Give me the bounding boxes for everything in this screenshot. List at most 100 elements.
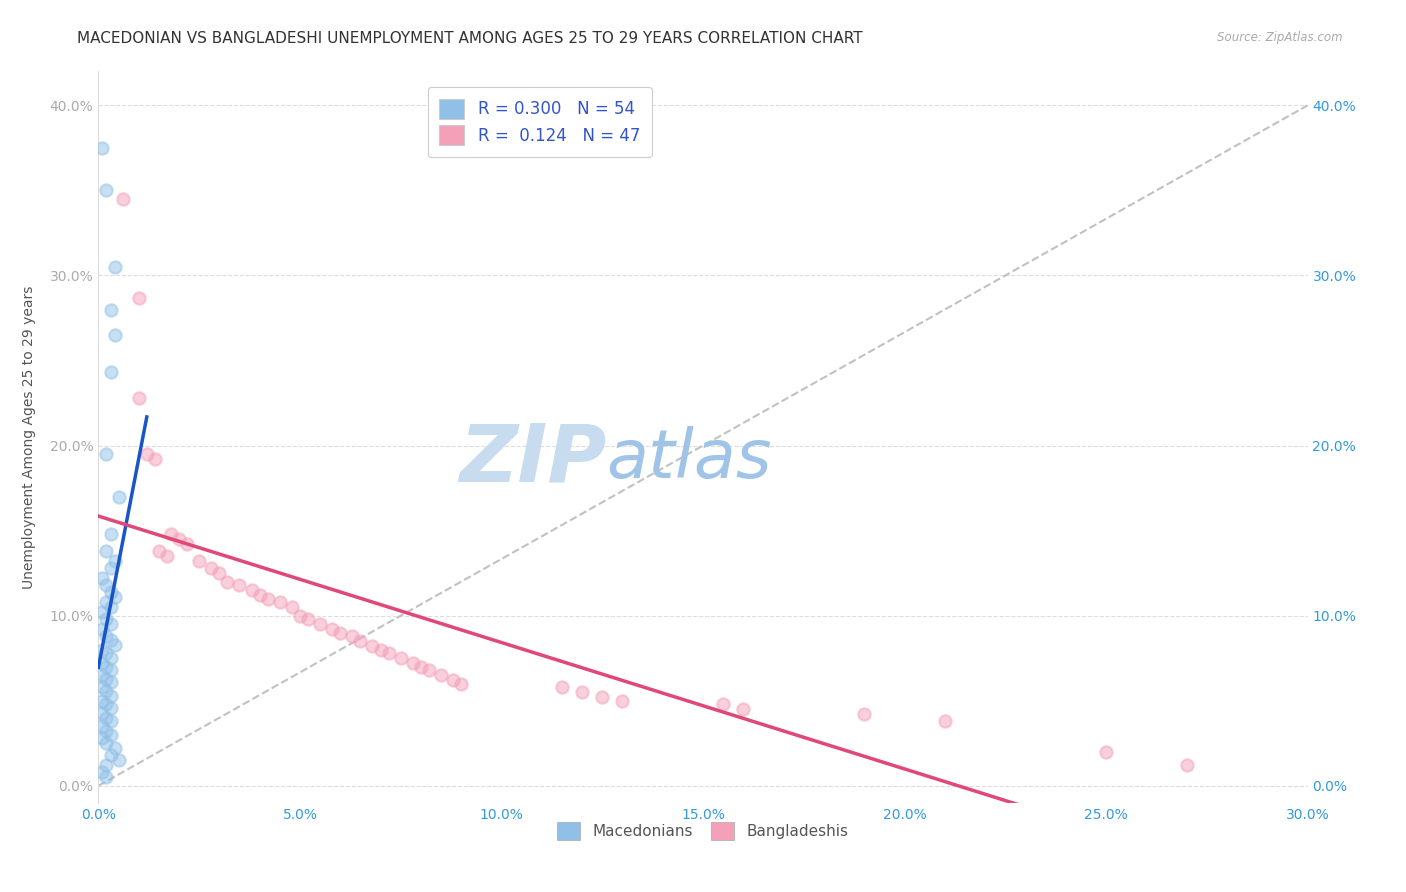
- Point: [96, 711, 118, 725]
- Point: [418, 663, 440, 677]
- Point: [103, 260, 125, 274]
- Point: [96, 183, 118, 197]
- Point: [96, 697, 118, 711]
- Point: [100, 700, 122, 714]
- Point: [96, 646, 118, 660]
- Point: [240, 583, 263, 598]
- Point: [100, 632, 122, 647]
- Point: [288, 608, 311, 623]
- Point: [91, 571, 114, 585]
- Point: [96, 724, 118, 739]
- Point: [143, 452, 166, 467]
- Point: [361, 640, 384, 654]
- Point: [148, 544, 170, 558]
- Point: [111, 192, 134, 206]
- Point: [96, 659, 118, 673]
- Point: [377, 646, 399, 660]
- Point: [100, 366, 122, 380]
- Point: [571, 685, 593, 699]
- Point: [91, 765, 114, 780]
- Point: [135, 447, 157, 461]
- Point: [711, 697, 734, 711]
- Point: [91, 141, 114, 155]
- Point: [100, 561, 122, 575]
- Point: [91, 731, 114, 746]
- Point: [297, 612, 319, 626]
- Point: [96, 683, 118, 698]
- Point: [156, 549, 179, 563]
- Point: [128, 291, 150, 305]
- Point: [329, 625, 352, 640]
- Point: [321, 622, 343, 636]
- Point: [176, 537, 198, 551]
- Point: [100, 689, 122, 703]
- Point: [934, 714, 956, 728]
- Point: [309, 617, 332, 632]
- Point: [100, 527, 122, 541]
- Point: [160, 527, 183, 541]
- Point: [100, 600, 122, 615]
- Point: [96, 544, 118, 558]
- Point: [91, 642, 114, 657]
- Point: [200, 561, 222, 575]
- Y-axis label: Unemployment Among Ages 25 to 29 years: Unemployment Among Ages 25 to 29 years: [22, 285, 35, 589]
- Point: [100, 748, 122, 763]
- Point: [107, 753, 129, 767]
- Point: [96, 578, 118, 592]
- Point: [96, 612, 118, 626]
- Point: [100, 585, 122, 599]
- Point: [103, 554, 125, 568]
- Point: [91, 622, 114, 636]
- Point: [188, 554, 211, 568]
- Point: [91, 657, 114, 671]
- Point: [450, 677, 472, 691]
- Point: [103, 638, 125, 652]
- Point: [100, 728, 122, 742]
- Point: [91, 605, 114, 619]
- Point: [370, 642, 392, 657]
- Point: [91, 719, 114, 733]
- Point: [96, 770, 118, 784]
- Point: [96, 447, 118, 461]
- Point: [217, 574, 239, 589]
- Point: [167, 532, 190, 546]
- Point: [430, 668, 453, 682]
- Point: [228, 578, 250, 592]
- Point: [96, 629, 118, 643]
- Point: [100, 714, 122, 728]
- Point: [103, 590, 125, 604]
- Text: ZIP: ZIP: [458, 420, 606, 498]
- Point: [402, 657, 425, 671]
- Point: [91, 706, 114, 720]
- Point: [100, 651, 122, 665]
- Point: [1095, 745, 1118, 759]
- Point: [551, 680, 574, 694]
- Point: [733, 702, 755, 716]
- Point: [100, 663, 122, 677]
- Point: [269, 595, 291, 609]
- Text: MACEDONIAN VS BANGLADESHI UNEMPLOYMENT AMONG AGES 25 TO 29 YEARS CORRELATION CHA: MACEDONIAN VS BANGLADESHI UNEMPLOYMENT A…: [77, 31, 863, 46]
- Point: [256, 591, 278, 606]
- Point: [91, 668, 114, 682]
- Text: atlas: atlas: [606, 426, 772, 492]
- Point: [349, 634, 371, 648]
- Point: [409, 659, 432, 673]
- Text: Source: ZipAtlas.com: Source: ZipAtlas.com: [1218, 31, 1343, 45]
- Point: [208, 566, 231, 581]
- Point: [389, 651, 412, 665]
- Point: [107, 490, 129, 504]
- Point: [96, 672, 118, 686]
- Point: [91, 680, 114, 694]
- Point: [281, 600, 304, 615]
- Point: [100, 302, 122, 317]
- Point: [103, 741, 125, 756]
- Point: [591, 690, 613, 705]
- Point: [853, 707, 876, 722]
- Point: [91, 694, 114, 708]
- Point: [100, 617, 122, 632]
- Point: [103, 328, 125, 343]
- Point: [96, 758, 118, 772]
- Point: [100, 675, 122, 690]
- Point: [1175, 758, 1198, 772]
- Point: [96, 736, 118, 750]
